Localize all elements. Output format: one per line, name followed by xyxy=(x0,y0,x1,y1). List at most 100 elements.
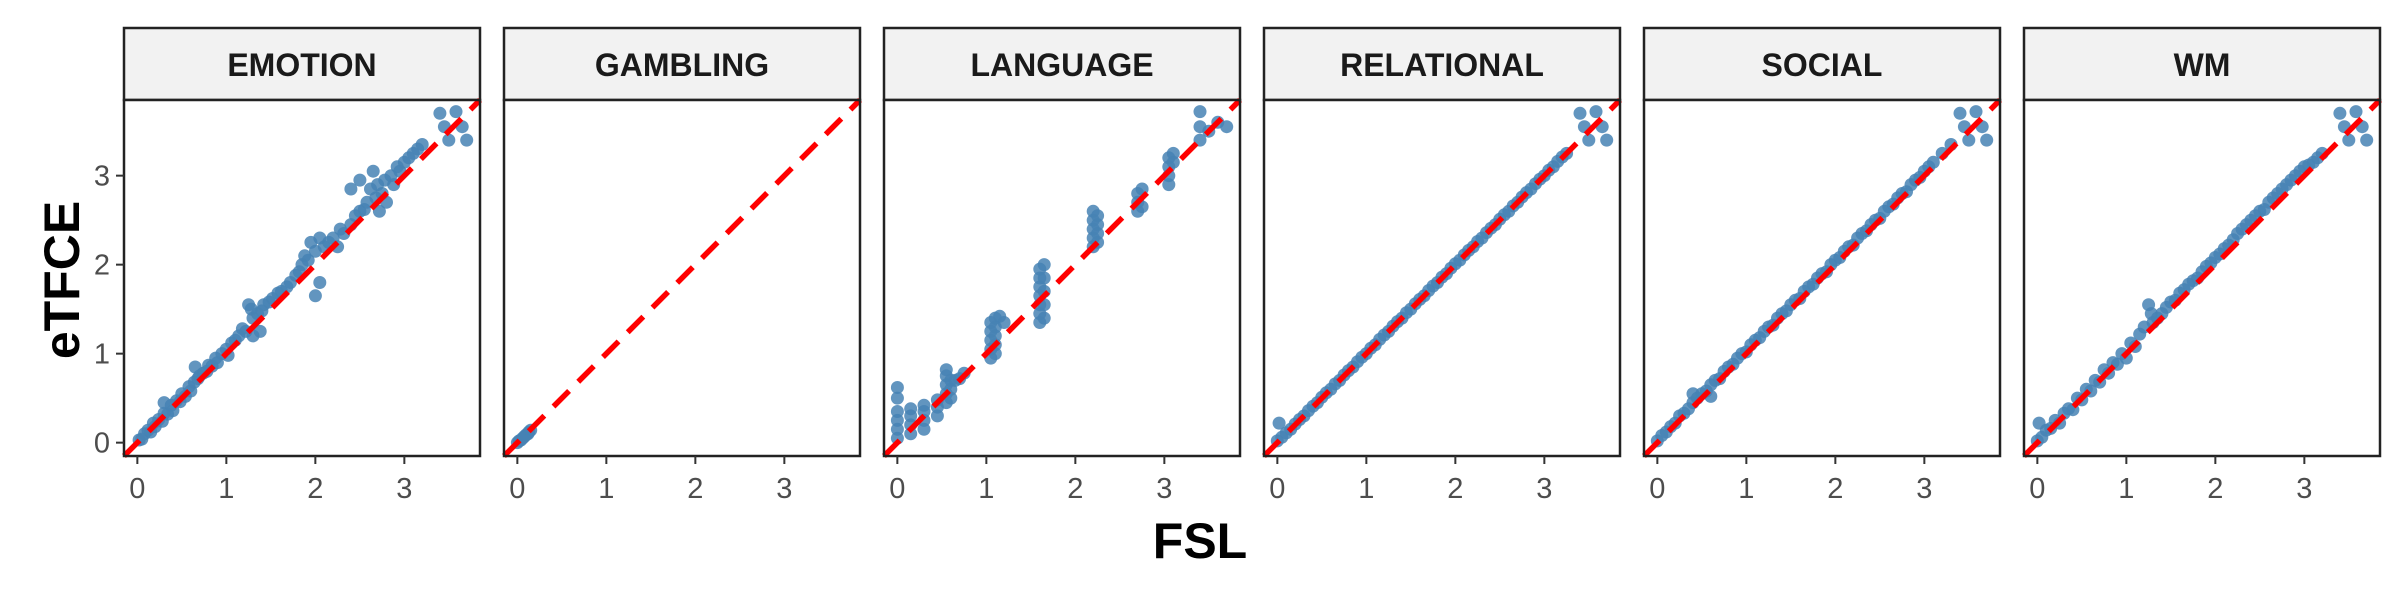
panel-frame xyxy=(2022,98,2382,458)
x-tick-label: 3 xyxy=(1536,473,1552,505)
panel-emotion: EMOTION 0 1 2 3 0 1 2 3 xyxy=(94,26,482,505)
data-point xyxy=(1166,155,1180,169)
x-tick-label: 2 xyxy=(687,473,703,505)
strip-label: WM xyxy=(2174,47,2231,83)
data-point xyxy=(1926,155,1940,169)
y-tick-label: 0 xyxy=(94,428,110,460)
y-tick-label: 2 xyxy=(94,250,110,282)
data-point xyxy=(1589,105,1603,119)
data-point xyxy=(442,133,456,147)
data-point xyxy=(366,164,380,178)
strip-label: RELATIONAL xyxy=(1340,47,1544,83)
data-point xyxy=(1980,133,1994,147)
x-tick-label: 1 xyxy=(978,473,994,505)
strip-label: SOCIAL xyxy=(1762,47,1883,83)
panel-language: LANGUAGE 0 1 2 3 xyxy=(882,26,1242,505)
panel-gambling: GAMBLING 0 1 2 3 xyxy=(502,26,862,505)
data-point xyxy=(939,363,953,377)
reference-line xyxy=(502,98,862,458)
strip-social xyxy=(1642,26,2002,102)
data-point xyxy=(1037,311,1051,325)
data-point xyxy=(460,133,474,147)
strip-emotion xyxy=(122,26,482,102)
data-point xyxy=(917,422,931,436)
x-tick-label: 2 xyxy=(1827,473,1843,505)
x-tick-label: 1 xyxy=(1738,473,1754,505)
points-wm xyxy=(2030,105,2374,448)
panel-frame xyxy=(122,98,482,458)
data-point xyxy=(188,360,202,374)
data-point xyxy=(2349,105,2363,119)
data-point xyxy=(1600,133,1614,147)
x-tick-label: 3 xyxy=(396,473,412,505)
data-point xyxy=(1573,106,1587,120)
x-tick-label: 2 xyxy=(1447,473,1463,505)
data-point xyxy=(1091,209,1105,223)
y-tick-label: 1 xyxy=(94,339,110,371)
x-tick-label: 0 xyxy=(129,473,145,505)
data-point xyxy=(1953,106,1967,120)
x-tick-label: 0 xyxy=(1649,473,1665,505)
strip-label: LANGUAGE xyxy=(970,47,1153,83)
x-tick-label: 1 xyxy=(1358,473,1374,505)
data-point xyxy=(253,324,267,338)
data-point xyxy=(308,289,322,303)
data-point xyxy=(890,405,904,418)
x-tick-label: 0 xyxy=(2029,473,2045,505)
data-point xyxy=(1220,120,1234,134)
data-point xyxy=(1962,133,1976,147)
data-point xyxy=(997,316,1011,329)
strip-gambling xyxy=(502,26,862,102)
panel-frame xyxy=(1642,98,2002,458)
data-point xyxy=(344,182,358,196)
data-point xyxy=(1162,178,1176,192)
data-point xyxy=(988,329,1002,343)
x-tick-label: 0 xyxy=(889,473,905,505)
data-point xyxy=(1193,133,1207,147)
data-point xyxy=(904,402,918,416)
data-point xyxy=(1686,387,1700,401)
reference-line xyxy=(1642,98,2002,458)
panel-frame xyxy=(1262,98,1622,458)
data-point xyxy=(313,276,327,289)
strip-label: GAMBLING xyxy=(595,47,769,83)
x-tick-label: 1 xyxy=(218,473,234,505)
data-point xyxy=(890,413,904,427)
panel-relational: RELATIONAL 0 1 2 3 xyxy=(1262,26,1622,505)
x-tick-label: 3 xyxy=(1916,473,1932,505)
strip-wm xyxy=(2022,26,2382,102)
x-tick-label: 2 xyxy=(1067,473,1083,505)
data-point xyxy=(2333,106,2347,120)
data-point xyxy=(890,431,904,445)
data-point xyxy=(301,253,315,267)
data-point xyxy=(353,173,367,187)
data-point xyxy=(1166,146,1180,160)
data-point xyxy=(1969,105,1983,119)
data-point xyxy=(917,398,931,412)
panel-frame xyxy=(882,98,1242,458)
strip-label: EMOTION xyxy=(227,47,376,83)
data-point xyxy=(1037,271,1051,285)
data-point xyxy=(1091,218,1105,232)
reference-line xyxy=(882,98,1242,458)
x-axis-title: FSL xyxy=(1152,513,1248,569)
data-point xyxy=(449,105,463,119)
reference-line xyxy=(2022,98,2382,458)
reference-line xyxy=(1262,98,1622,458)
x-tick-label: 1 xyxy=(598,473,614,505)
x-tick-label: 0 xyxy=(509,473,525,505)
x-tick-label: 3 xyxy=(776,473,792,505)
data-point xyxy=(372,204,386,218)
strip-relational xyxy=(1262,26,1622,102)
x-tick-label: 3 xyxy=(2296,473,2312,505)
data-point xyxy=(1091,227,1105,240)
x-tick-label: 0 xyxy=(1269,473,1285,505)
panel-frame xyxy=(502,98,862,458)
data-point xyxy=(2360,133,2374,147)
y-tick-label: 3 xyxy=(94,161,110,193)
data-point xyxy=(904,427,918,441)
x-tick-label: 1 xyxy=(2118,473,2134,505)
panel-social: SOCIAL 0 1 2 3 xyxy=(1642,26,2002,505)
